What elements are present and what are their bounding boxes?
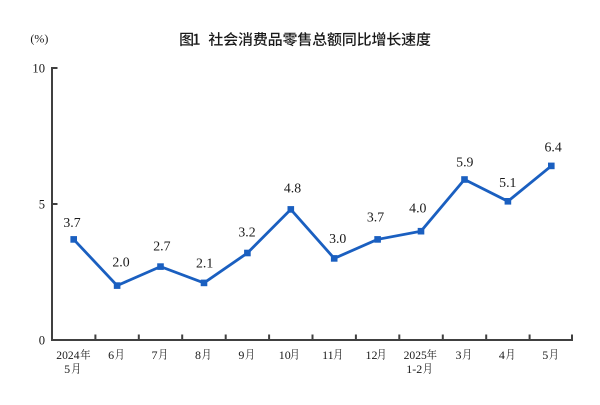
svg-text:5.9: 5.9	[456, 154, 473, 169]
svg-text:3: 3	[455, 348, 461, 362]
svg-text:11: 11	[322, 348, 334, 362]
svg-text:7: 7	[152, 348, 158, 362]
svg-text:4.8: 4.8	[284, 180, 301, 195]
svg-text:8: 8	[195, 348, 201, 362]
svg-text:2.0: 2.0	[112, 255, 129, 270]
svg-text:5: 5	[542, 348, 548, 362]
svg-text:4: 4	[499, 348, 505, 362]
svg-text:6: 6	[108, 348, 114, 362]
svg-text:6.4: 6.4	[544, 140, 561, 155]
svg-text:2.1: 2.1	[196, 256, 213, 271]
svg-text:10: 10	[32, 61, 45, 75]
svg-text:0: 0	[39, 333, 45, 347]
svg-text:5: 5	[39, 197, 45, 211]
svg-text:2024: 2024	[56, 349, 79, 362]
svg-text:12: 12	[366, 348, 378, 362]
svg-text:9: 9	[238, 348, 244, 362]
svg-text:5.1: 5.1	[499, 175, 516, 190]
svg-text:(%): (%)	[30, 32, 48, 46]
svg-text:2025: 2025	[404, 349, 427, 362]
svg-text:10: 10	[279, 348, 291, 362]
svg-text:3.2: 3.2	[238, 225, 255, 240]
svg-text:3.7: 3.7	[63, 215, 80, 230]
svg-text:5: 5	[64, 362, 70, 376]
svg-text:2.7: 2.7	[153, 239, 170, 254]
svg-text:4.0: 4.0	[409, 200, 426, 215]
svg-text:1-2: 1-2	[406, 362, 422, 376]
svg-text:3.7: 3.7	[367, 210, 384, 225]
svg-text:3.0: 3.0	[329, 231, 346, 246]
